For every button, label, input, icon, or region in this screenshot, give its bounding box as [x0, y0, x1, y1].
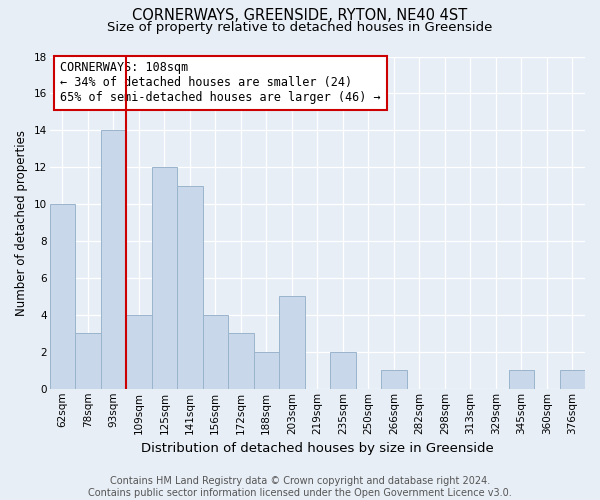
- Bar: [50, 204, 75, 389]
- Text: CORNERWAYS, GREENSIDE, RYTON, NE40 4ST: CORNERWAYS, GREENSIDE, RYTON, NE40 4ST: [133, 8, 467, 22]
- Bar: [126, 315, 152, 389]
- Bar: [330, 352, 356, 389]
- Text: Size of property relative to detached houses in Greenside: Size of property relative to detached ho…: [107, 21, 493, 34]
- Y-axis label: Number of detached properties: Number of detached properties: [15, 130, 28, 316]
- Text: CORNERWAYS: 108sqm
← 34% of detached houses are smaller (24)
65% of semi-detache: CORNERWAYS: 108sqm ← 34% of detached hou…: [60, 62, 381, 104]
- X-axis label: Distribution of detached houses by size in Greenside: Distribution of detached houses by size …: [141, 442, 494, 455]
- Bar: [177, 186, 203, 389]
- Bar: [254, 352, 279, 389]
- Bar: [203, 315, 228, 389]
- Text: Contains HM Land Registry data © Crown copyright and database right 2024.
Contai: Contains HM Land Registry data © Crown c…: [88, 476, 512, 498]
- Bar: [279, 296, 305, 389]
- Bar: [75, 334, 101, 389]
- Bar: [509, 370, 534, 389]
- Bar: [228, 334, 254, 389]
- Bar: [560, 370, 585, 389]
- Bar: [152, 168, 177, 389]
- Bar: [381, 370, 407, 389]
- Bar: [101, 130, 126, 389]
